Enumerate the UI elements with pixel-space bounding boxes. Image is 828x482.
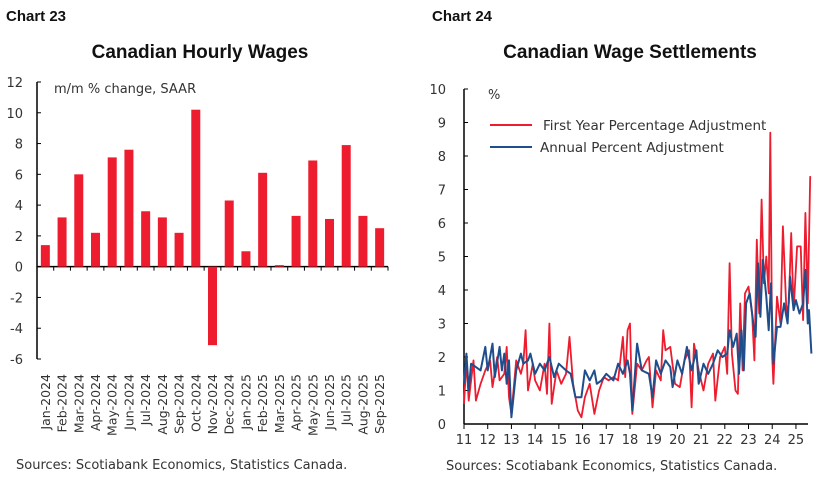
bar	[341, 145, 351, 267]
y-axis-unit-label: %	[488, 88, 500, 103]
x-tick-label: Jul-2024	[138, 374, 153, 426]
x-tick-label: 22	[717, 433, 734, 448]
x-tick-label: 23	[740, 433, 757, 448]
bar	[208, 266, 217, 346]
chart-23-title: Canadian Hourly Wages	[91, 42, 309, 63]
legend-label: First Year Percentage Adjustment	[543, 118, 766, 134]
x-tick-label: 18	[622, 433, 639, 448]
x-tick-label: Dec-2024	[222, 374, 237, 435]
bar	[74, 174, 84, 267]
x-tick-label: Mar-2024	[71, 374, 86, 433]
x-tick-label: May-2024	[105, 374, 120, 436]
y-tick-label: 2	[438, 351, 446, 366]
x-tick-label: Apr-2025	[289, 374, 304, 431]
y-tick-label: 5	[438, 251, 446, 266]
y-tick-label: -4	[10, 322, 23, 337]
bar	[375, 228, 385, 267]
bar	[157, 217, 167, 267]
y-tick-label: 10	[429, 83, 446, 98]
bar	[91, 232, 100, 267]
x-tick-label: 13	[503, 433, 520, 448]
x-tick-label: 14	[527, 433, 544, 448]
x-tick-label: May-2025	[305, 374, 320, 436]
chart-23-source: Sources: Scotiabank Economics, Statistic…	[16, 458, 348, 473]
bar	[358, 215, 368, 267]
y-tick-label: 12	[6, 76, 23, 91]
bar	[241, 251, 251, 267]
x-tick-label: 24	[764, 433, 781, 448]
x-tick-label: Feb-2025	[255, 374, 270, 432]
bar	[308, 160, 318, 267]
x-tick-label: Mar-2025	[272, 374, 287, 433]
y-tick-label: 0	[15, 261, 23, 276]
x-tick-label: Jan-2024	[38, 374, 53, 431]
y-tick-label: 6	[15, 168, 23, 183]
x-tick-label: Aug-2025	[355, 374, 370, 435]
chart-24-source: Sources: Scotiabank Economics, Statistic…	[446, 459, 778, 474]
y-tick-label: 10	[6, 107, 23, 122]
x-tick-label: 17	[598, 433, 615, 448]
x-tick-label: Feb-2024	[55, 374, 70, 433]
bar	[191, 109, 201, 267]
bar	[57, 217, 67, 267]
x-tick-label: Aug-2024	[155, 374, 170, 435]
bar	[40, 245, 50, 267]
y-tick-label: 8	[438, 150, 446, 165]
chart-24-title: Canadian Wage Settlements	[503, 42, 757, 63]
x-tick-label: Oct-2024	[188, 374, 203, 432]
legend-label: Annual Percent Adjustment	[540, 140, 724, 156]
y-tick-label: 4	[438, 284, 446, 299]
chart-24-label: Chart 24	[432, 8, 493, 25]
y-tick-label: 8	[15, 138, 23, 153]
bar	[274, 265, 284, 267]
x-tick-label: 19	[645, 433, 662, 448]
x-tick-label: Jun-2025	[322, 374, 337, 431]
chart-23-label: Chart 23	[6, 8, 67, 25]
y-tick-label: 3	[438, 318, 446, 333]
bar	[224, 200, 234, 267]
bar	[141, 211, 151, 267]
series-line-annual-percent	[463, 258, 813, 419]
y-tick-label: 7	[438, 184, 446, 199]
bar	[124, 149, 134, 267]
bar	[325, 218, 334, 267]
x-tick-label: 25	[788, 433, 805, 448]
y-tick-label: 9	[438, 117, 446, 132]
x-tick-label: Sep-2025	[372, 374, 387, 434]
bar	[174, 232, 184, 267]
x-tick-label: 16	[574, 433, 591, 448]
x-tick-label: Nov-2024	[205, 374, 220, 434]
y-tick-label: -6	[10, 353, 23, 368]
bar	[258, 172, 268, 267]
x-tick-label: Jul-2025	[339, 374, 354, 426]
y-tick-label: 0	[438, 418, 446, 433]
x-tick-label: Jun-2024	[121, 374, 136, 431]
x-tick-label: 21	[693, 433, 710, 448]
x-tick-label: 15	[551, 433, 568, 448]
chart-23-plot: 12 10 8 6 4 2 0 -2 -4 -6 m/m % change, SAAR Jan-202…	[6, 76, 389, 436]
x-tick-label: Sep-2024	[172, 374, 187, 434]
x-tick-label: 11	[456, 433, 473, 448]
x-tick-label: Jan-2025	[238, 374, 253, 431]
y-axis-unit-label: m/m % change, SAAR	[54, 82, 196, 97]
y-tick-label: 6	[438, 217, 446, 232]
y-tick-label: 1	[438, 385, 446, 400]
y-tick-label: 4	[15, 199, 23, 214]
x-tick-label: 12	[479, 433, 496, 448]
y-tick-label: -2	[10, 291, 23, 306]
y-tick-label: 2	[15, 230, 23, 245]
x-tick-label: Apr-2024	[88, 374, 103, 431]
bar	[107, 157, 117, 267]
x-tick-label: 20	[669, 433, 686, 448]
bar	[291, 215, 301, 267]
